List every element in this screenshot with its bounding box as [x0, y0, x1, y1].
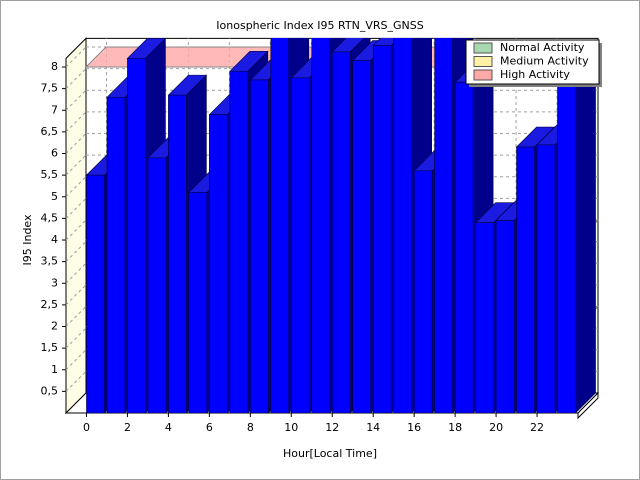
- y-tick-label: 6,5: [41, 125, 59, 138]
- bar: [106, 96, 126, 414]
- bar: [372, 45, 392, 414]
- legend-label: Normal Activity: [500, 41, 585, 54]
- x-tick-label: 10: [284, 421, 298, 434]
- legend-swatch: [473, 69, 493, 81]
- grid-line: [65, 176, 87, 198]
- bars: [85, 38, 597, 414]
- bar: [413, 170, 433, 414]
- y-tick-label: 3,5: [41, 255, 59, 268]
- bar: [393, 38, 412, 414]
- grid-line: [65, 262, 87, 284]
- bar: [331, 51, 351, 414]
- bar: [311, 38, 331, 414]
- grid-line: [65, 46, 87, 68]
- left-wall: [65, 37, 87, 415]
- bar: [536, 144, 556, 414]
- legend-label: Medium Activity: [500, 55, 589, 68]
- y-tick-label: 7,5: [41, 82, 59, 95]
- bar-side: [575, 65, 596, 414]
- y-tick-label: 2: [51, 320, 58, 333]
- legend-label: High Activity: [500, 68, 570, 81]
- bar: [495, 220, 515, 414]
- y-tick-label: 0,5: [41, 384, 59, 397]
- bar: [352, 60, 372, 414]
- grid-line: [65, 219, 87, 241]
- y-tick-label: 4: [51, 233, 58, 246]
- y-tick-label: 5,5: [41, 168, 59, 181]
- bar: [454, 81, 474, 414]
- y-tick-label: 1,5: [41, 341, 59, 354]
- grid-line: [65, 327, 87, 349]
- bar: [229, 71, 249, 414]
- bar: [147, 157, 167, 414]
- bar: [475, 222, 494, 414]
- y-tick-label: 1: [51, 363, 58, 376]
- legend-swatch: [473, 56, 493, 67]
- bar: [290, 77, 310, 414]
- x-tick-label: 20: [489, 421, 503, 434]
- y-tick-label: 6: [51, 147, 58, 160]
- bar: [209, 114, 228, 414]
- x-tick-label: 18: [448, 421, 462, 434]
- chart-title: Ionospheric Index I95 RTN_VRS_GNSS: [216, 19, 423, 32]
- x-tick-label: 14: [366, 421, 380, 434]
- grid-line: [65, 306, 87, 327]
- bar: [168, 94, 187, 414]
- bar: [434, 38, 453, 414]
- bar: [516, 146, 535, 414]
- x-tick-label: 0: [83, 421, 90, 434]
- grid-line: [65, 111, 87, 133]
- grid-line: [65, 133, 87, 154]
- y-tick-label: 5: [51, 190, 58, 203]
- grid-line: [65, 154, 87, 176]
- grid-line: [65, 349, 87, 371]
- bar: [557, 86, 576, 414]
- x-tick-label: 16: [407, 421, 421, 434]
- bar: [250, 79, 269, 414]
- grid-line: [65, 89, 87, 111]
- grid-line: [65, 198, 87, 219]
- x-tick-label: 6: [206, 421, 213, 434]
- grid-line: [65, 68, 87, 89]
- x-tick-label: 2: [124, 421, 131, 434]
- y-tick-label: 3: [51, 276, 58, 289]
- y-axis-label: I95 Index: [21, 214, 34, 266]
- y-tick-label: 8: [51, 60, 58, 73]
- grid-line: [65, 371, 87, 392]
- x-tick-label: 22: [530, 421, 544, 434]
- legend-swatch: [473, 42, 493, 54]
- y-tick-label: 2,5: [41, 298, 59, 311]
- x-tick-label: 4: [165, 421, 172, 434]
- grid-line: [65, 241, 87, 262]
- x-axis-label: Hour[Local Time]: [283, 447, 377, 460]
- x-tick-label: 12: [325, 421, 339, 434]
- grid-line: [65, 284, 87, 306]
- y-tick-label: 7: [51, 103, 58, 116]
- bar: [127, 58, 146, 414]
- floor-edge: [577, 391, 599, 420]
- y-tick-label: 4,5: [41, 211, 59, 224]
- x-tick-label: 8: [247, 421, 254, 434]
- bar: [86, 174, 105, 414]
- bar: [270, 38, 290, 414]
- bar: [188, 192, 208, 414]
